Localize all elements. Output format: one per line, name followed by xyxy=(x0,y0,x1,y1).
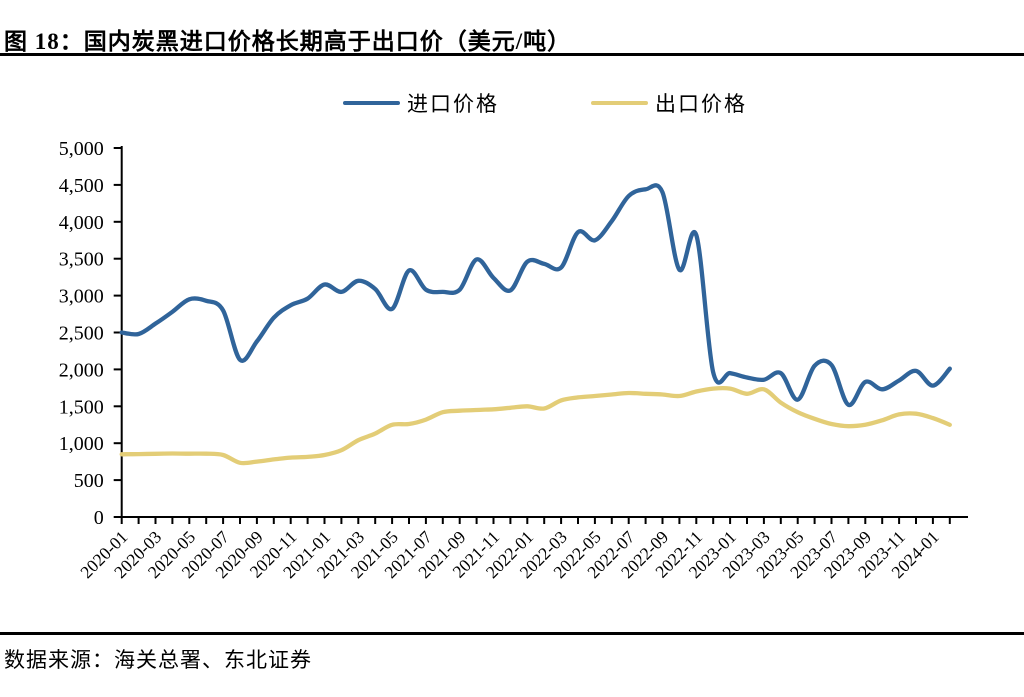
y-tick-label: 2,000 xyxy=(59,359,104,381)
y-tick-label: 4,500 xyxy=(59,175,104,197)
legend-label-import: 进口价格 xyxy=(407,92,499,116)
footer-rule xyxy=(0,632,1024,635)
y-tick-label: 2,500 xyxy=(59,323,104,345)
source-text: 数据来源：海关总署、东北证券 xyxy=(4,648,312,672)
legend-item-export: 出口价格 xyxy=(591,88,747,118)
export-price-line xyxy=(119,385,952,466)
y-tick-label: 5,000 xyxy=(59,138,104,160)
y-tick-label: 3,000 xyxy=(59,286,104,308)
y-tick-label: 0 xyxy=(94,507,104,529)
legend-label-export: 出口价格 xyxy=(655,92,747,116)
y-tick-label: 4,000 xyxy=(59,212,104,234)
figure-header: 图 18：国内炭黑进口价格长期高于出口价（美元/吨） xyxy=(0,0,1024,62)
title-rule xyxy=(0,53,1024,56)
y-tick-label: 1,500 xyxy=(59,396,104,418)
export-line-swatch xyxy=(591,100,648,106)
chart-legend: 进口价格 出口价格 xyxy=(122,88,968,118)
y-tick-label: 1,000 xyxy=(59,433,104,455)
y-tick-label: 3,500 xyxy=(59,249,104,271)
figure-title: 图 18：国内炭黑进口价格长期高于出口价（美元/吨） xyxy=(4,29,572,54)
import-price-line xyxy=(119,183,952,407)
import-line-swatch xyxy=(343,100,400,106)
legend-item-import: 进口价格 xyxy=(343,88,499,118)
y-tick-label: 500 xyxy=(74,470,104,492)
